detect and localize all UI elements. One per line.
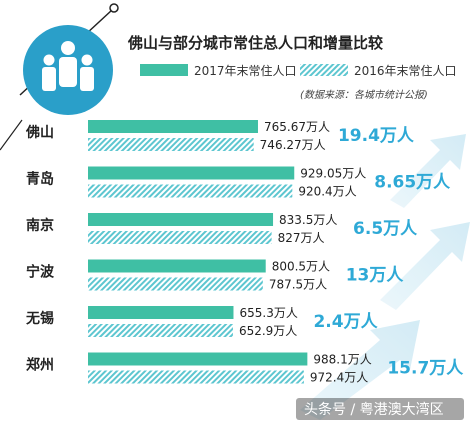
bar-2017 (88, 306, 234, 319)
watermark: 头条号 / 粤港澳大湾区 (296, 398, 464, 420)
chart-title: 佛山与部分城市常住总人口和增量比较 (127, 34, 383, 52)
increase-label: 6.5万人 (353, 219, 418, 239)
legend-label-2017: 2017年末常住人口 (194, 64, 297, 78)
bar-2017 (88, 259, 266, 273)
people-icon (23, 25, 113, 115)
increase-label: 15.7万人 (387, 359, 464, 379)
bar-2016 (88, 184, 293, 198)
value-label-2016: 920.4万人 (298, 185, 356, 199)
value-label-2017: 800.5万人 (272, 260, 330, 274)
value-label-2016: 652.9万人 (239, 324, 297, 338)
bar-2016 (88, 138, 254, 151)
increase-label: 19.4万人 (338, 126, 415, 146)
city-label: 无锡 (25, 310, 54, 327)
legend: 2017年末常住人口 2016年末常住人口 (140, 64, 457, 78)
value-label-2017: 929.05万人 (300, 167, 366, 181)
bar-2016 (88, 277, 263, 291)
legend-swatch-2017 (140, 64, 188, 76)
value-label-2017: 833.5万人 (279, 213, 337, 227)
bar-2017 (88, 166, 295, 180)
increase-label: 2.4万人 (313, 312, 378, 332)
increase-label: 8.65万人 (374, 173, 451, 193)
bar-2017 (88, 352, 308, 366)
value-label-2017: 765.67万人 (264, 120, 330, 134)
background-arrows (300, 134, 470, 420)
value-label-2016: 972.4万人 (310, 371, 368, 385)
value-label-2017: 655.3万人 (239, 306, 297, 320)
increase-label: 13万人 (346, 266, 405, 286)
decorative-line-lower (0, 119, 23, 151)
legend-swatch-2016 (300, 64, 348, 76)
city-label: 宁波 (26, 264, 55, 281)
city-label: 南京 (26, 217, 54, 234)
source-note: (数据来源：各城市统计公报) (300, 89, 428, 101)
value-label-2016: 746.27万人 (260, 138, 326, 152)
decorative-dot (109, 3, 119, 13)
value-label-2017: 988.1万人 (313, 353, 371, 367)
legend-label-2016: 2016年末常住人口 (354, 64, 457, 78)
bar-2017 (88, 213, 274, 226)
bar-2016 (88, 231, 272, 244)
value-label-2016: 827万人 (278, 231, 325, 245)
bar-2016 (88, 370, 304, 384)
svg-text:头条号 / 粤港澳大湾区: 头条号 / 粤港澳大湾区 (304, 401, 444, 418)
city-label: 青岛 (26, 171, 54, 188)
city-label: 佛山 (25, 124, 54, 141)
bar-2016 (88, 324, 233, 337)
value-label-2016: 787.5万人 (269, 278, 327, 292)
bar-2017 (88, 120, 258, 133)
city-label: 郑州 (26, 357, 54, 374)
